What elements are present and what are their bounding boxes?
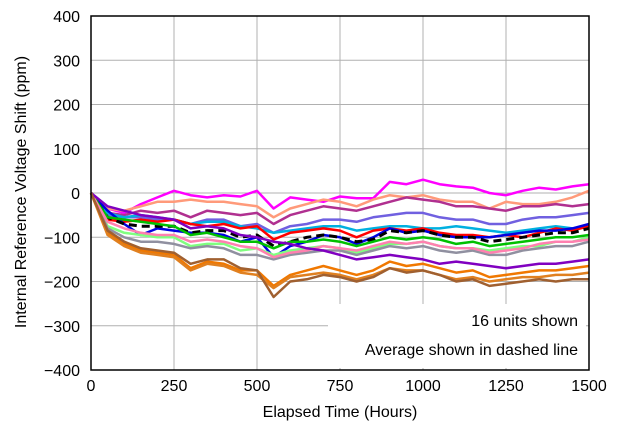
x-tick-label: 1500 [571, 378, 607, 395]
y-tick-label: −300 [44, 319, 80, 336]
y-axis-title: Internal Reference Voltage Shift (ppm) [13, 56, 30, 328]
x-tick-label: 250 [161, 378, 188, 395]
y-tick-label: 100 [53, 142, 80, 159]
series-line-16 [89, 192, 589, 299]
series-line-2 [90, 189, 590, 219]
plot-area-frame [90, 15, 590, 371]
y-tick-label: 0 [71, 186, 80, 203]
x-tick-label: 500 [244, 378, 271, 395]
series-lines [89, 178, 590, 299]
x-tick-label: 750 [327, 378, 354, 395]
y-tick-label: −200 [44, 275, 80, 292]
x-tick-label: 1000 [405, 378, 441, 395]
y-tick-labels: −400 −300 −200 −100 0 100 200 300 400 [44, 9, 80, 380]
series-line-7 [90, 192, 590, 259]
y-tick-label: −400 [44, 363, 80, 380]
series-line-15 [89, 192, 590, 290]
y-tick-label: 300 [53, 53, 80, 70]
x-axis-title: Elapsed Time (Hours) [263, 404, 418, 421]
x-tick-labels: 0 250 500 750 1000 1250 1500 [87, 378, 607, 395]
x-tick-label: 0 [87, 378, 96, 395]
series-line-3 [90, 192, 590, 226]
series-line-11 [89, 192, 590, 261]
y-tick-label: −100 [44, 230, 80, 247]
series-line-9 [89, 192, 590, 250]
y-tick-label: 400 [53, 9, 80, 26]
series-line-1 [90, 178, 590, 215]
y-tick-label: 200 [53, 98, 80, 115]
annotation-units: 16 units shown [471, 313, 578, 330]
series-line-12 [89, 192, 590, 259]
annotation-average: Average shown in dashed line [365, 342, 578, 359]
series-line-13 [90, 192, 590, 270]
annotation-background [328, 304, 586, 368]
x-tick-label: 1250 [488, 378, 524, 395]
series-line-14 [89, 192, 590, 288]
